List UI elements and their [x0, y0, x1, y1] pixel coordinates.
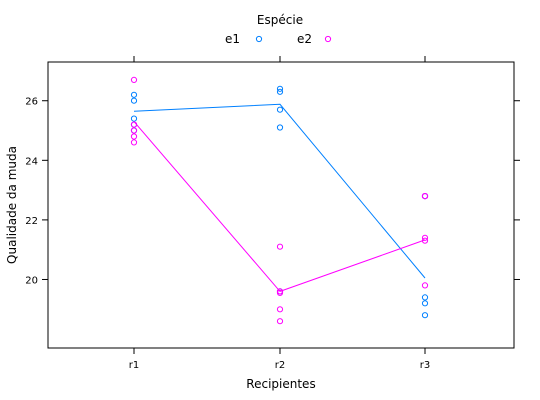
data-point-e2	[276, 289, 284, 296]
data-point-e2	[421, 193, 429, 200]
legend-label-e2: e2	[297, 32, 312, 46]
data-point-e2	[276, 306, 284, 313]
data-point-e2	[421, 282, 429, 289]
data-point-e2	[130, 133, 138, 140]
data-point-e1	[276, 106, 284, 113]
data-point-e1	[421, 312, 429, 319]
y-tick-label: 24	[25, 156, 38, 167]
axis-ticks: 20 22 24 26 r1 r2 r3	[25, 56, 520, 371]
data-point-e2	[276, 243, 284, 250]
series-line-e2	[133, 121, 426, 292]
x-tick-label: r1	[129, 360, 139, 371]
legend: Espécie e1 e2	[225, 13, 332, 46]
legend-label-e1: e1	[225, 32, 240, 46]
data-point-e1	[276, 88, 284, 95]
data-point-e1	[276, 124, 284, 131]
plot-frame	[47, 61, 515, 349]
x-axis-label: Recipientes	[246, 377, 315, 391]
data-point-e1	[421, 300, 429, 307]
legend-marker-e1	[255, 35, 263, 43]
data-point-e2	[130, 76, 138, 84]
data-point-e2	[276, 318, 284, 325]
data-point-e2	[130, 139, 138, 146]
x-tick-label: r2	[275, 360, 285, 371]
data-point-e1	[130, 91, 138, 98]
data-point-e1	[130, 115, 138, 122]
data-point-e2	[421, 234, 429, 241]
data-point-e2	[421, 237, 429, 244]
y-tick-label: 20	[25, 275, 38, 286]
data-point-e2	[130, 127, 138, 134]
legend-title: Espécie	[257, 13, 303, 27]
legend-marker-e2	[324, 35, 332, 43]
x-tick-label: r3	[420, 360, 430, 371]
data-point-e2	[130, 121, 138, 128]
data-point-e1	[421, 294, 429, 301]
data-point-e1	[276, 85, 284, 92]
y-tick-label: 26	[25, 97, 38, 108]
series-line-e1	[133, 103, 426, 279]
data-point-e1	[130, 97, 138, 104]
y-axis-label: Qualidade da muda	[5, 146, 19, 264]
y-tick-label: 22	[25, 216, 38, 227]
chart-marks	[130, 76, 429, 325]
